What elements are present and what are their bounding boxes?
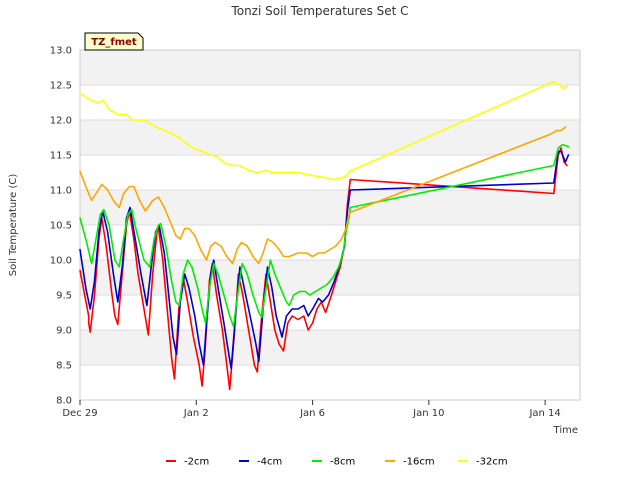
y-tick-label: 12.0 (50, 116, 72, 127)
background-band (80, 190, 580, 225)
x-tick-label: Jan 14 (528, 408, 560, 419)
y-tick-label: 8.5 (56, 361, 72, 372)
y-tick-label: 11.5 (50, 151, 72, 162)
site-label-box: TZ_fmet (84, 32, 144, 51)
x-axis-ticks: Dec 29 Jan 2 Jan 6 Jan 10 Jan 14 (62, 400, 561, 419)
legend-label: -8cm (330, 457, 355, 468)
y-axis-ticks: 8.0 8.5 9.0 9.5 10.0 10.5 11.0 11.5 12.0 12.5 13.0 (50, 46, 72, 407)
legend-label: -32cm (476, 457, 508, 468)
x-tick-label: Jan 2 (183, 408, 209, 419)
series-line-16cmcm (79, 126, 567, 265)
legend-label: -2cm (184, 457, 209, 468)
site-label-text: TZ_fmet (91, 37, 137, 48)
background-band (80, 120, 580, 155)
plot-background-bands (80, 50, 580, 365)
x-tick-label: Jan 6 (299, 408, 325, 419)
series-line-32cmcm (79, 80, 568, 181)
chart-title: Tonzi Soil Temperatures Set C (230, 4, 408, 18)
chart-legend: -2cm -4cm -8cm -16cm -32cm (166, 457, 508, 468)
x-axis-title: Time (553, 425, 578, 436)
y-tick-label: 10.0 (50, 256, 72, 267)
plot-area-frame (79, 49, 581, 401)
site-label-background (84, 32, 144, 51)
y-tick-label: 13.0 (50, 46, 72, 57)
background-band (80, 50, 580, 85)
background-band (80, 330, 580, 365)
y-tick-label: 10.5 (50, 221, 72, 232)
series-line-8cmcm (79, 143, 570, 328)
y-tick-label: 11.0 (50, 186, 72, 197)
y-tick-label: 9.0 (56, 326, 72, 337)
y-axis-title: Soil Temperature (C) (8, 174, 19, 277)
x-tick-label: Dec 29 (62, 408, 97, 419)
series-line-4cmcm (79, 150, 570, 370)
legend-label: -16cm (403, 457, 435, 468)
x-tick-label: Jan 10 (412, 408, 444, 419)
y-tick-label: 8.0 (56, 396, 72, 407)
y-tick-label: 9.5 (56, 291, 72, 302)
legend-label: -4cm (257, 457, 282, 468)
y-tick-label: 12.5 (50, 81, 72, 92)
data-series (79, 80, 570, 391)
